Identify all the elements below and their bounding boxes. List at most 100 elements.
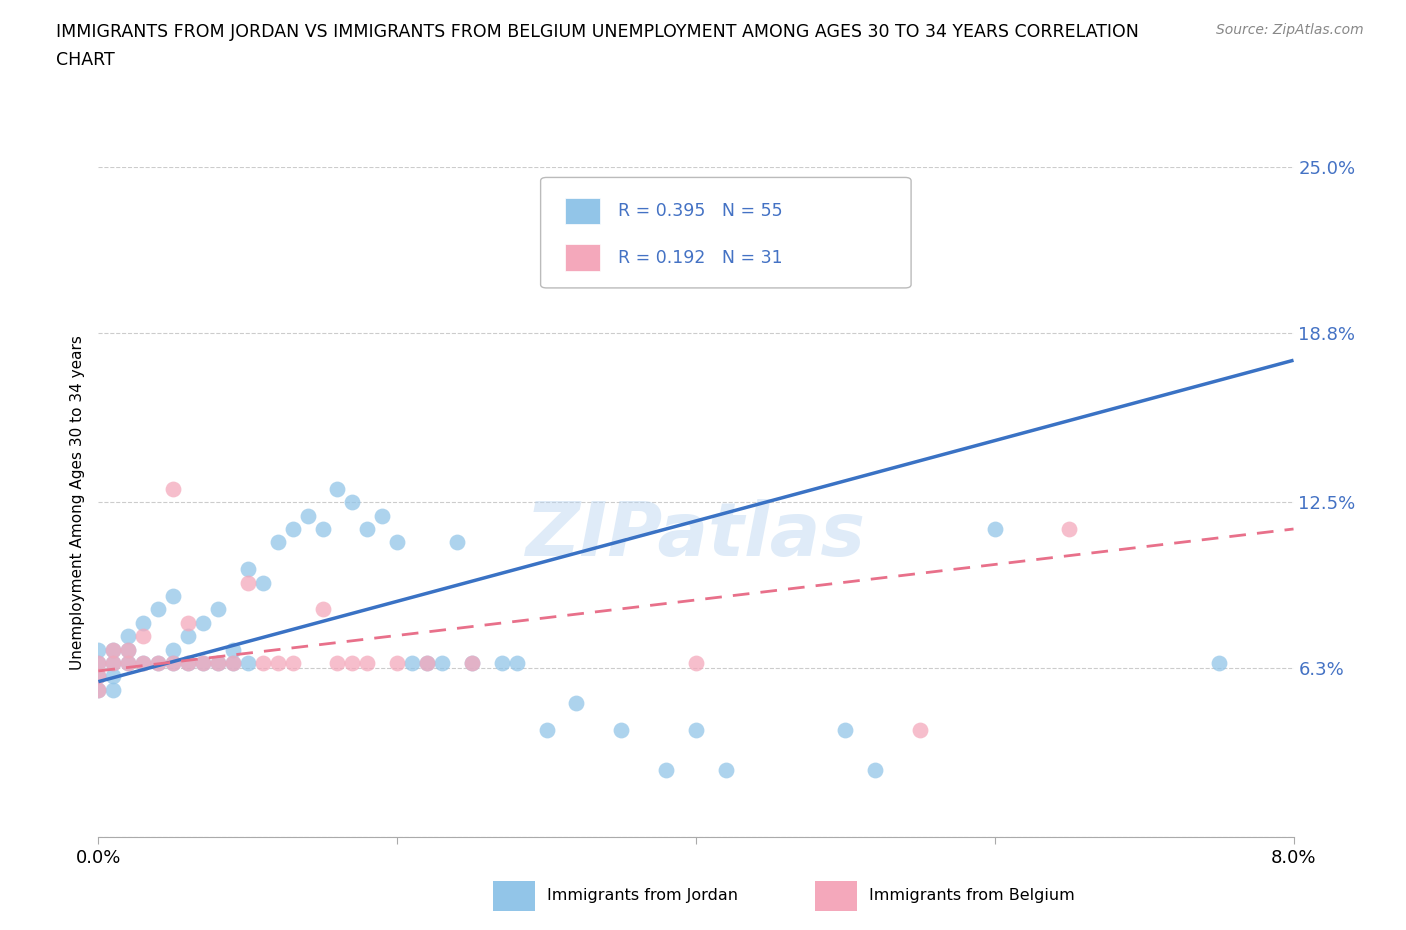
Point <box>1208 656 1230 671</box>
Point <box>685 723 707 737</box>
Point <box>416 656 439 671</box>
Text: IMMIGRANTS FROM JORDAN VS IMMIGRANTS FROM BELGIUM UNEMPLOYMENT AMONG AGES 30 TO : IMMIGRANTS FROM JORDAN VS IMMIGRANTS FRO… <box>56 23 1139 41</box>
FancyBboxPatch shape <box>815 881 858 910</box>
Point <box>177 629 200 644</box>
Point <box>342 656 364 671</box>
Point <box>103 669 125 684</box>
Point <box>148 602 170 617</box>
Text: CHART: CHART <box>56 51 115 69</box>
Point <box>491 656 513 671</box>
Point <box>297 508 319 523</box>
Point <box>385 656 409 671</box>
FancyBboxPatch shape <box>540 178 911 288</box>
Point <box>117 656 139 671</box>
Point <box>117 642 139 657</box>
Point <box>536 723 558 737</box>
Point <box>834 723 856 737</box>
Point <box>132 616 155 631</box>
Point <box>132 629 155 644</box>
Point <box>506 656 529 671</box>
Point <box>117 656 139 671</box>
Point <box>191 656 214 671</box>
Point <box>685 656 707 671</box>
Point <box>267 535 290 550</box>
Point <box>177 656 200 671</box>
Point <box>103 656 125 671</box>
Point <box>252 656 274 671</box>
Point <box>236 575 259 590</box>
Point <box>162 656 184 671</box>
Point <box>342 495 364 510</box>
Text: Immigrants from Belgium: Immigrants from Belgium <box>869 888 1076 903</box>
Point <box>356 656 378 671</box>
Point <box>714 763 737 777</box>
Point <box>103 656 125 671</box>
Point <box>103 642 125 657</box>
Text: Immigrants from Jordan: Immigrants from Jordan <box>547 888 738 903</box>
Point <box>446 535 468 550</box>
Point <box>222 656 245 671</box>
Point <box>655 763 678 777</box>
Point <box>252 575 274 590</box>
Y-axis label: Unemployment Among Ages 30 to 34 years: Unemployment Among Ages 30 to 34 years <box>70 335 86 670</box>
Point <box>416 656 439 671</box>
Text: R = 0.395   N = 55: R = 0.395 N = 55 <box>619 202 783 219</box>
Point <box>371 508 394 523</box>
Point <box>162 482 184 497</box>
Text: Source: ZipAtlas.com: Source: ZipAtlas.com <box>1216 23 1364 37</box>
Text: ZIPatlas: ZIPatlas <box>526 499 866 572</box>
Point <box>236 562 259 577</box>
Point <box>1059 522 1081 537</box>
Point <box>162 589 184 604</box>
Point <box>311 602 333 617</box>
Point <box>103 683 125 698</box>
Point <box>281 656 304 671</box>
Point <box>103 642 125 657</box>
Point <box>983 522 1005 537</box>
Point <box>385 535 409 550</box>
Point <box>87 669 110 684</box>
Point <box>461 656 484 671</box>
Point <box>222 656 245 671</box>
Point <box>207 656 229 671</box>
Point <box>177 656 200 671</box>
Point <box>87 656 110 671</box>
Point <box>87 683 110 698</box>
Point <box>908 723 931 737</box>
FancyBboxPatch shape <box>494 881 534 910</box>
Point <box>207 602 229 617</box>
Point <box>430 656 453 671</box>
Point <box>132 656 155 671</box>
Point <box>222 642 245 657</box>
Point <box>87 656 110 671</box>
Point <box>236 656 259 671</box>
Point <box>401 656 423 671</box>
Point <box>191 616 214 631</box>
Point <box>267 656 290 671</box>
Point <box>87 683 110 698</box>
Point <box>356 522 378 537</box>
Point <box>281 522 304 537</box>
Point <box>162 656 184 671</box>
Point <box>461 656 484 671</box>
FancyBboxPatch shape <box>565 197 600 224</box>
Point <box>191 656 214 671</box>
Text: R = 0.192   N = 31: R = 0.192 N = 31 <box>619 249 783 267</box>
Point <box>863 763 886 777</box>
Point <box>177 616 200 631</box>
Point <box>87 642 110 657</box>
Point <box>326 482 349 497</box>
Point <box>87 669 110 684</box>
Point <box>117 629 139 644</box>
Point <box>148 656 170 671</box>
Point <box>311 522 333 537</box>
Point <box>207 656 229 671</box>
Point <box>326 656 349 671</box>
FancyBboxPatch shape <box>565 245 600 272</box>
Point <box>610 723 633 737</box>
Point <box>132 656 155 671</box>
Point <box>148 656 170 671</box>
Point <box>565 696 588 711</box>
Point <box>162 642 184 657</box>
Point <box>117 642 139 657</box>
